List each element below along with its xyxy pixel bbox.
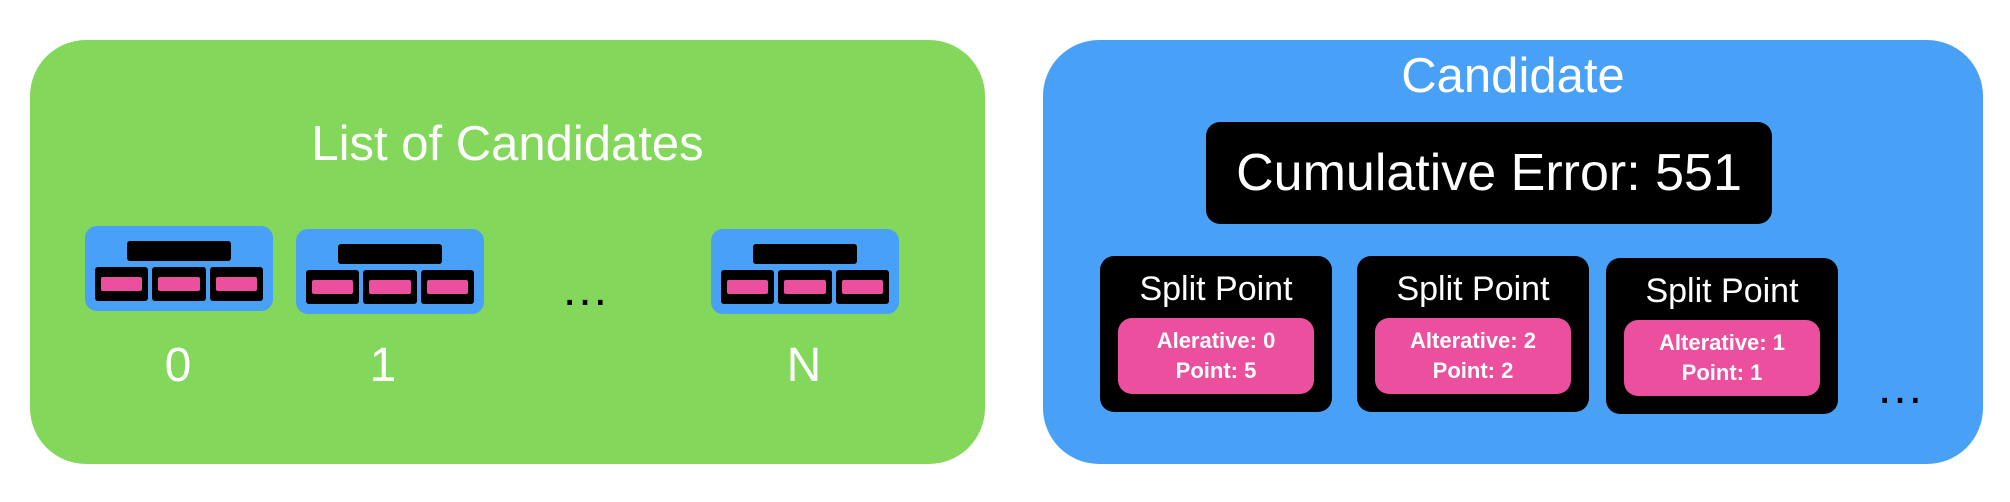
split-alternative: Alterative: 1 [1659,330,1785,355]
candidate-index-n: N [786,339,822,392]
split-points-ellipsis: ... [1878,361,1925,414]
mini-split-cell [420,270,474,304]
mini-split-cell [152,267,206,301]
split-point-value: Point: 2 [1432,358,1514,383]
split-point-title: Split Point [1139,270,1293,308]
candidate-panel-title: Candidate [1401,49,1625,103]
split-point-details: Alerative: 0 Point: 5 [1118,318,1314,394]
candidate-card-n [711,229,899,314]
mini-split-row [95,267,263,301]
split-alternative: Alterative: 2 [1410,328,1536,353]
mini-split-row [721,270,889,304]
split-point-title: Split Point [1396,270,1550,308]
mini-split-cell [835,270,889,304]
split-alternative: Alerative: 0 [1156,328,1276,353]
split-point-card-3: Split Point Alterative: 1 Point: 1 [1606,258,1838,414]
split-point-value: Point: 5 [1175,358,1257,383]
list-panel-title: List of Candidates [311,117,704,171]
candidate-detail-panel: Candidate Cumulative Error: 551 Split Po… [1043,40,1983,464]
mini-split-cell [778,270,832,304]
split-point-details: Alterative: 1 Point: 1 [1624,320,1820,396]
mini-split-row [306,270,474,304]
candidate-card-1 [296,229,484,314]
cumulative-error-box: Cumulative Error: 551 [1206,122,1772,224]
mini-split-cell [95,267,149,301]
candidates-ellipsis: ... [563,263,610,316]
list-of-candidates-panel: List of Candidates ... 0 1 N [30,40,985,464]
split-point-card-1: Split Point Alerative: 0 Point: 5 [1100,256,1332,412]
mini-split-cell [209,267,263,301]
mini-split-cell [721,270,775,304]
split-point-value: Point: 1 [1681,360,1763,385]
mini-error-bar [338,244,442,264]
split-point-details: Alterative: 2 Point: 2 [1375,318,1571,394]
mini-split-cell [363,270,417,304]
candidate-index-1: 1 [369,339,397,392]
mini-split-cell [306,270,360,304]
split-point-title: Split Point [1645,272,1799,310]
candidate-index-0: 0 [164,339,192,392]
mini-error-bar [753,244,857,264]
split-point-card-2: Split Point Alterative: 2 Point: 2 [1357,256,1589,412]
mini-error-bar [127,241,231,261]
candidate-card-0 [85,226,273,311]
